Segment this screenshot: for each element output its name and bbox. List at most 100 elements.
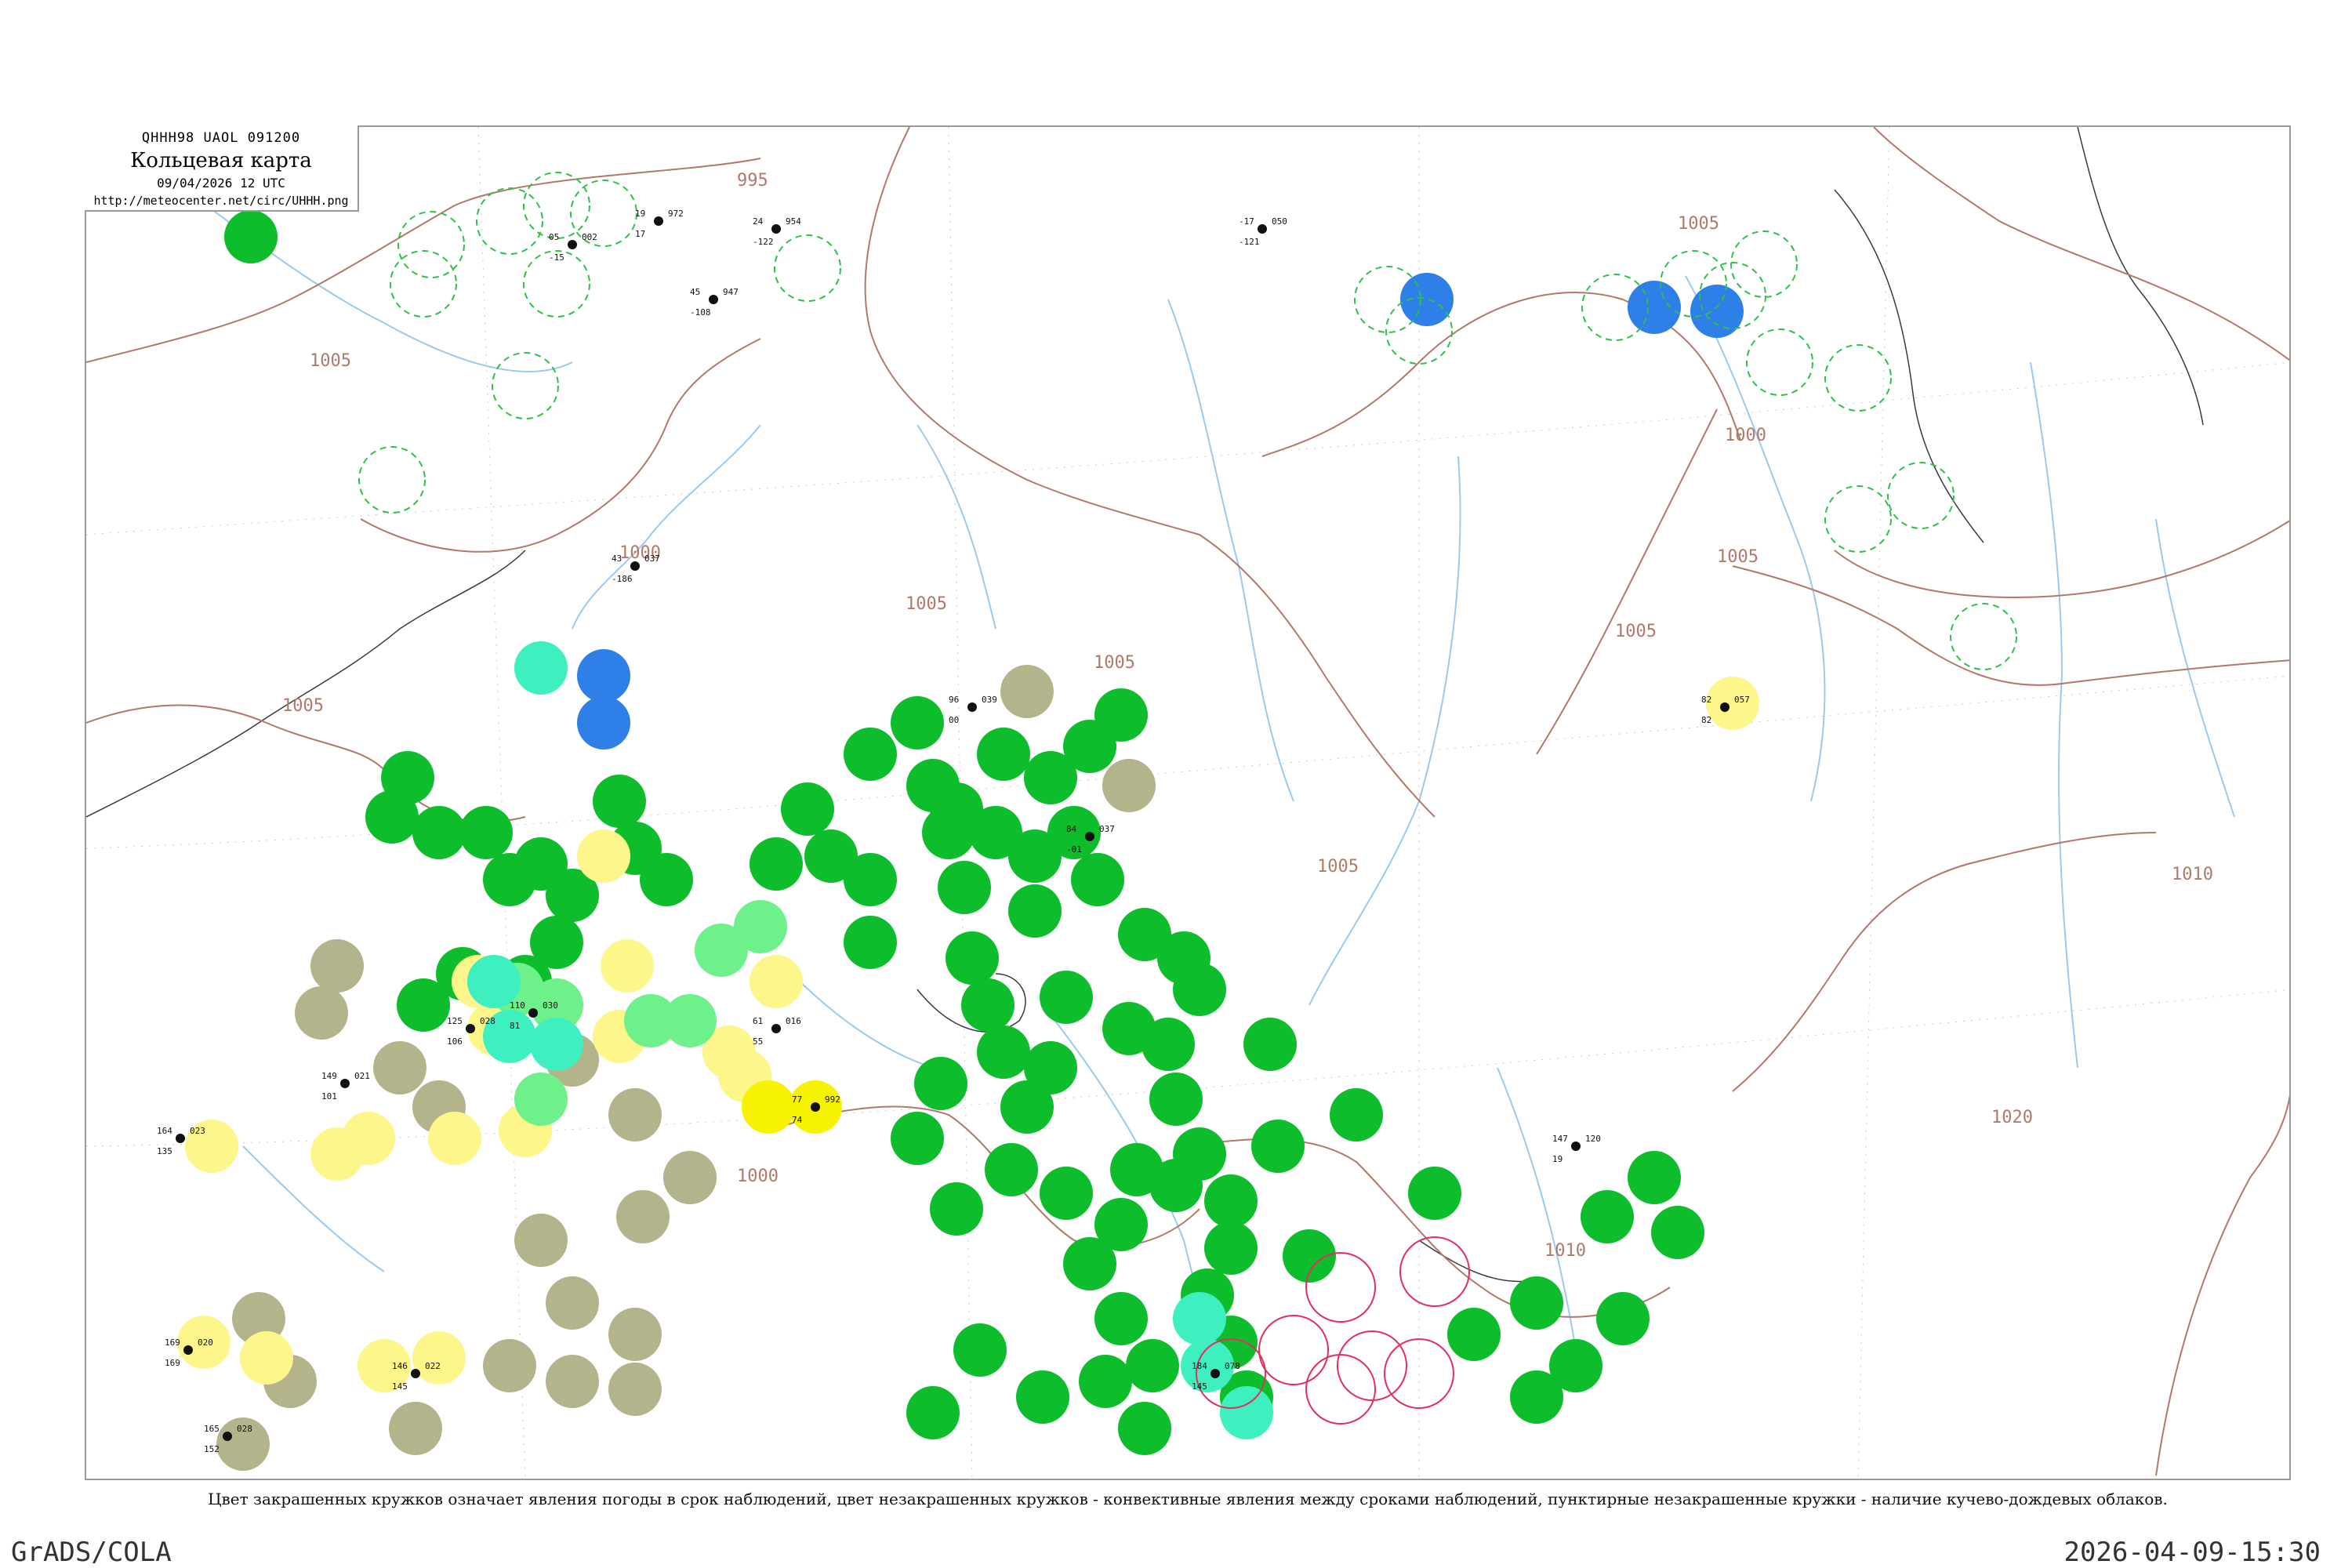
isobar-label: 1005 <box>1678 214 1719 234</box>
station-temperature: 184 <box>1192 1361 1207 1371</box>
weather-circle-khaki <box>608 1088 662 1142</box>
map-source-url[interactable]: http://meteocenter.net/circ/UHHH.png <box>93 194 349 208</box>
weather-circle-green <box>1094 1292 1148 1345</box>
weather-circle-khaki <box>616 1190 670 1243</box>
station-pressure: 028 <box>237 1424 252 1434</box>
station-marker-icon <box>568 240 577 249</box>
cb-ring-dashed <box>523 250 590 318</box>
station-temperature: 164 <box>157 1126 172 1136</box>
convective-ring <box>1305 1354 1376 1425</box>
station-temperature: -17 <box>1239 216 1254 227</box>
station-plot: 19 17 972 <box>635 209 684 239</box>
weather-circle-green <box>1447 1308 1501 1361</box>
station-plot: 110 81 030 <box>510 1000 558 1031</box>
station-pressure: 954 <box>786 216 801 227</box>
station-dewpoint: 55 <box>753 1036 763 1047</box>
station-dewpoint: 145 <box>392 1381 408 1392</box>
weather-circle-khaki <box>483 1339 536 1392</box>
station-dewpoint: -186 <box>612 574 633 584</box>
isobar-label: 1000 <box>619 543 661 563</box>
weather-circle-green <box>1510 1370 1563 1424</box>
station-circles <box>177 172 2017 1471</box>
station-dewpoint: 106 <box>447 1036 463 1047</box>
weather-circle-yellow <box>1706 677 1759 730</box>
weather-circle-green <box>1243 1018 1297 1071</box>
weather-map: 995 1000 1000 1000 1005 1005 1005 1005 1005 1005 1… <box>86 127 2289 1479</box>
weather-circle-green <box>750 837 803 891</box>
station-temperature: 05 <box>549 232 559 242</box>
weather-circle-green <box>1047 806 1101 859</box>
weather-circle-green <box>1651 1206 1704 1259</box>
cb-ring-dashed <box>1950 603 2017 670</box>
station-marker-icon <box>466 1024 475 1033</box>
isobar-label: 1010 <box>1544 1241 1586 1261</box>
station-plot: 84 -01 037 <box>1066 824 1115 855</box>
weather-circle-green <box>1063 1237 1116 1290</box>
weather-circle-green <box>1118 1402 1171 1455</box>
weather-circle-green <box>546 869 599 922</box>
weather-circle-khaki <box>608 1363 662 1416</box>
weather-circle-green <box>977 1025 1030 1079</box>
station-marker-icon <box>1258 224 1267 234</box>
weather-circle-khaki <box>608 1308 662 1361</box>
weather-circle-green <box>969 806 1022 859</box>
weather-circle-light-green <box>530 978 583 1032</box>
weather-circle-green <box>1040 971 1093 1024</box>
map-title: Кольцевая карта <box>130 149 312 172</box>
station-dewpoint: -15 <box>549 252 564 263</box>
station-temperature: 77 <box>792 1094 802 1105</box>
station-marker-icon <box>709 295 718 304</box>
cb-ring-dashed <box>358 446 426 514</box>
weather-circle-green <box>1330 1088 1383 1142</box>
weather-circle-yellow <box>412 1331 466 1385</box>
station-dewpoint: 19 <box>1552 1154 1563 1164</box>
weather-circle-green <box>1173 1127 1226 1181</box>
station-plots: 05 -15 002 19 17 972 24 -122 954 -17 -121 050 45 -108… <box>157 209 1750 1454</box>
station-temperature: 61 <box>753 1016 763 1026</box>
station-temperature: 125 <box>447 1016 463 1026</box>
weather-circle-light-green <box>734 900 787 953</box>
weather-circle-green <box>953 1323 1007 1377</box>
weather-circle-green <box>593 775 646 828</box>
footer-software: GrADS/COLA <box>11 1537 172 1568</box>
station-pressure: 028 <box>480 1016 495 1026</box>
weather-circle-khaki <box>1000 665 1054 718</box>
weather-circle-blue <box>1628 281 1681 334</box>
station-temperature: 110 <box>510 1000 525 1011</box>
weather-circle-blue <box>577 649 630 702</box>
weather-circle-green <box>946 931 999 985</box>
station-temperature: 19 <box>635 209 645 219</box>
station-dewpoint: 135 <box>157 1146 172 1156</box>
weather-circle-cyan <box>483 1010 536 1063</box>
station-plot: 147 19 120 <box>1552 1134 1601 1164</box>
station-plot: 45 -108 947 <box>690 287 739 318</box>
weather-circle-yellow <box>750 955 803 1008</box>
station-pressure: 020 <box>198 1338 213 1348</box>
cb-ring-dashed <box>1699 262 1766 329</box>
cb-ring-dashed <box>570 180 637 247</box>
station-dewpoint: 169 <box>165 1358 180 1368</box>
station-temperature: 146 <box>392 1361 408 1371</box>
station-plot: 149 101 021 <box>321 1071 370 1102</box>
isobar-label: 1020 <box>1991 1108 2033 1127</box>
station-temperature: 82 <box>1701 695 1711 705</box>
station-temperature: 147 <box>1552 1134 1568 1144</box>
weather-circle-cyan <box>514 641 568 695</box>
cb-ring-dashed <box>476 187 543 255</box>
weather-circle-yellow <box>428 1112 481 1165</box>
station-dewpoint: 74 <box>792 1115 803 1125</box>
cb-ring-dashed <box>1824 344 1892 412</box>
station-dewpoint: -121 <box>1239 237 1260 247</box>
weather-circle-green <box>781 782 834 836</box>
weather-circle-green <box>1016 1370 1069 1424</box>
cb-ring-dashed <box>397 211 465 278</box>
cb-ring-dashed <box>1730 230 1798 298</box>
isobar-label: 1010 <box>2172 865 2213 884</box>
station-marker-icon <box>654 216 663 226</box>
weather-circle-green <box>1510 1276 1563 1330</box>
isobar-label: 1005 <box>1094 653 1135 673</box>
weather-circle-green <box>640 853 693 906</box>
weather-circle-green <box>906 1386 960 1439</box>
station-plot: 125 106 028 <box>447 1016 495 1047</box>
station-marker-icon <box>630 561 640 571</box>
